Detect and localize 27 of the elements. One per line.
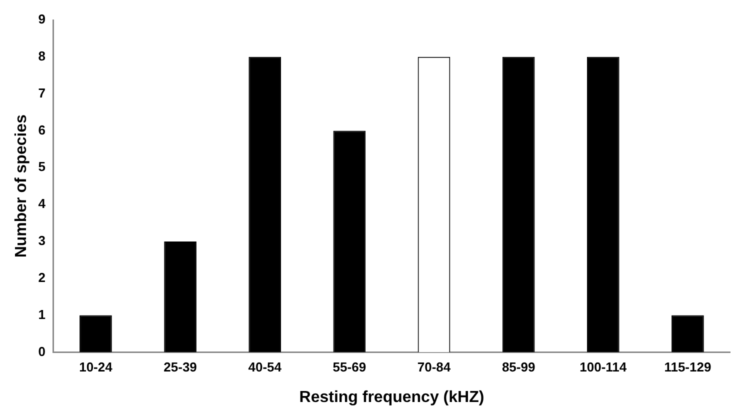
y-tick-label: 4 <box>38 196 46 212</box>
x-tick-label: 55-69 <box>332 360 366 375</box>
bar <box>586 56 620 352</box>
y-tick-label: 9 <box>38 12 46 27</box>
bar <box>248 56 282 352</box>
y-tick-label: 0 <box>38 344 46 359</box>
x-tick-label: 70-84 <box>417 360 452 375</box>
bar <box>164 241 196 352</box>
bar <box>502 56 535 352</box>
y-tick-label: 2 <box>38 270 46 285</box>
x-tick-label: 100-114 <box>580 360 628 375</box>
bar <box>80 315 112 352</box>
y-tick-label: 1 <box>38 306 46 322</box>
x-tick-label: 10-24 <box>79 360 114 375</box>
x-tick-label: 25-39 <box>164 360 197 375</box>
x-tick-label: 115-129 <box>664 360 712 375</box>
y-tick-label: 7 <box>38 85 46 100</box>
y-tick-label: 6 <box>38 122 46 138</box>
y-tick-label: 3 <box>38 233 46 248</box>
y-tick-label: 8 <box>38 48 46 64</box>
bar <box>672 315 704 352</box>
y-axis-title: Number of species <box>13 114 30 258</box>
y-tick-label: 5 <box>38 159 46 174</box>
x-axis-title: Resting frequency (kHZ) <box>299 388 484 406</box>
bar <box>333 130 366 352</box>
x-tick-label: 85-99 <box>502 360 536 375</box>
x-tick-label: 40-54 <box>248 360 282 375</box>
